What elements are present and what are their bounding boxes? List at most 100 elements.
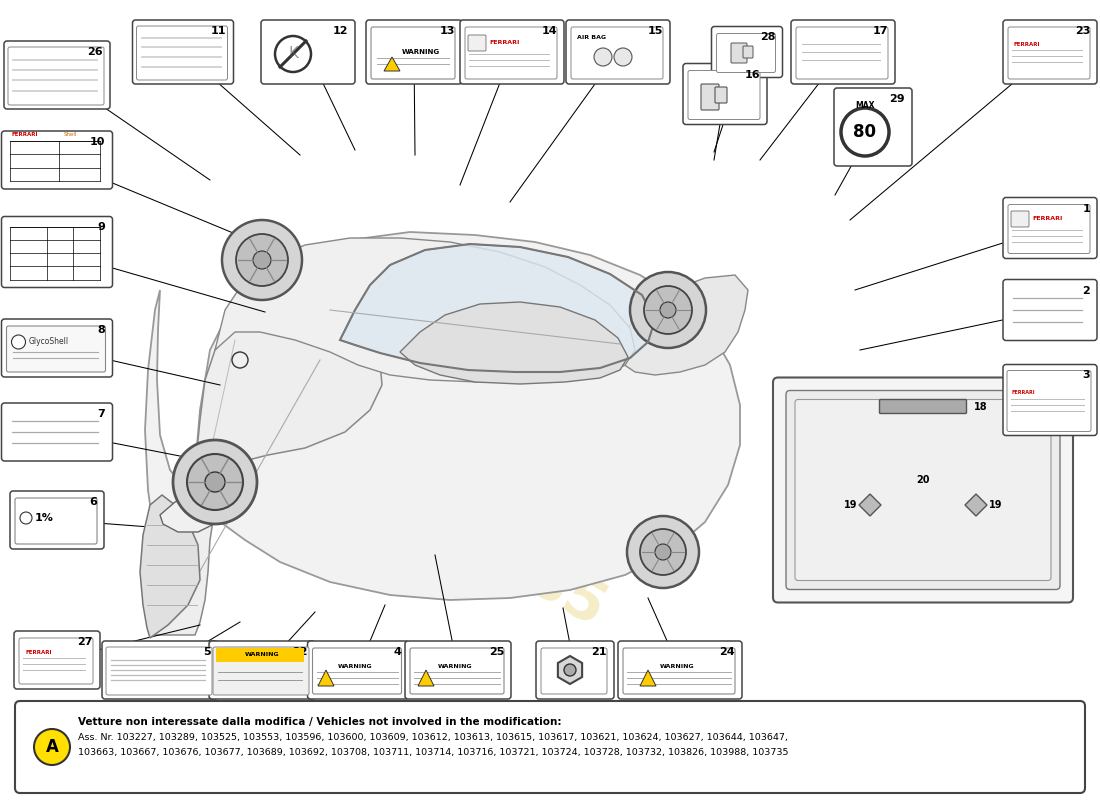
FancyBboxPatch shape [1003,365,1097,435]
Text: 26: 26 [87,47,103,57]
Text: 19: 19 [844,500,857,510]
FancyBboxPatch shape [15,498,97,544]
Text: AIR BAG: AIR BAG [578,35,606,40]
FancyBboxPatch shape [773,378,1072,602]
FancyBboxPatch shape [541,648,607,694]
Text: 4: 4 [394,647,402,657]
Text: WARNING: WARNING [338,663,373,669]
Text: 20: 20 [916,475,930,485]
Text: 1: 1 [1082,203,1090,214]
Text: 6: 6 [89,497,97,507]
Text: 22: 22 [293,647,308,657]
FancyBboxPatch shape [742,46,754,58]
Text: FERRARI: FERRARI [1032,217,1063,222]
FancyBboxPatch shape [465,27,557,79]
Circle shape [236,234,288,286]
FancyBboxPatch shape [791,20,895,84]
Text: Autorisation
de pieces
depuis 1985: Autorisation de pieces depuis 1985 [236,271,683,638]
FancyBboxPatch shape [623,648,735,694]
Polygon shape [160,495,218,532]
FancyBboxPatch shape [566,20,670,84]
FancyBboxPatch shape [312,648,402,694]
Circle shape [630,272,706,348]
FancyBboxPatch shape [216,648,304,662]
FancyBboxPatch shape [796,27,888,79]
Circle shape [205,472,225,492]
Text: MAX: MAX [856,101,875,110]
FancyBboxPatch shape [366,20,462,84]
FancyBboxPatch shape [261,20,355,84]
Text: GlycoShell: GlycoShell [29,338,68,346]
Circle shape [614,48,632,66]
Text: 7: 7 [98,409,106,419]
Circle shape [11,335,25,349]
Text: FERRARI: FERRARI [11,132,38,137]
FancyBboxPatch shape [683,63,767,125]
Circle shape [564,664,576,676]
Text: 103663, 103667, 103676, 103677, 103689, 103692, 103708, 103711, 103714, 103716, : 103663, 103667, 103676, 103677, 103689, … [78,748,789,757]
FancyBboxPatch shape [371,27,455,79]
Text: WARNING: WARNING [244,653,279,658]
FancyBboxPatch shape [1006,370,1091,431]
Polygon shape [384,57,400,71]
Text: 25: 25 [488,647,504,657]
FancyBboxPatch shape [795,399,1050,581]
Text: Ass. Nr. 103227, 103289, 103525, 103553, 103596, 103600, 103609, 103612, 103613,: Ass. Nr. 103227, 103289, 103525, 103553,… [78,733,788,742]
Circle shape [187,454,243,510]
Circle shape [640,529,686,575]
Text: 19: 19 [989,500,1002,510]
Polygon shape [155,312,382,635]
Text: FERRARI: FERRARI [1012,390,1035,394]
Circle shape [222,220,302,300]
FancyBboxPatch shape [136,26,228,80]
FancyBboxPatch shape [209,641,315,699]
Polygon shape [558,656,582,684]
Polygon shape [965,494,987,516]
Circle shape [232,352,248,368]
FancyBboxPatch shape [1008,205,1090,254]
Text: WARNING: WARNING [660,663,694,669]
FancyBboxPatch shape [716,34,776,73]
FancyBboxPatch shape [1,403,112,461]
Text: 16: 16 [745,70,760,79]
Text: 29: 29 [890,94,905,104]
Circle shape [660,302,676,318]
FancyBboxPatch shape [786,390,1060,590]
Polygon shape [640,670,656,686]
Text: K: K [288,46,298,62]
FancyBboxPatch shape [1011,211,1028,227]
FancyBboxPatch shape [712,26,782,78]
Text: 27: 27 [77,637,94,647]
Text: 12: 12 [332,26,348,36]
FancyBboxPatch shape [7,326,106,372]
Circle shape [627,516,698,588]
Circle shape [20,512,32,524]
Text: A: A [45,738,58,756]
Circle shape [654,544,671,560]
Polygon shape [618,275,748,375]
FancyBboxPatch shape [14,631,100,689]
Text: 24: 24 [719,647,735,657]
Polygon shape [140,495,200,638]
FancyBboxPatch shape [732,43,747,63]
Polygon shape [340,244,654,372]
Text: 2: 2 [1082,286,1090,295]
FancyBboxPatch shape [468,35,486,51]
FancyBboxPatch shape [405,641,512,699]
FancyBboxPatch shape [1003,198,1097,258]
Text: 80: 80 [854,123,877,141]
Text: WARNING: WARNING [438,663,473,669]
Text: 21: 21 [592,647,607,657]
Circle shape [253,251,271,269]
FancyBboxPatch shape [15,701,1085,793]
Polygon shape [859,494,881,516]
Text: 1%: 1% [35,513,54,523]
FancyBboxPatch shape [1008,27,1090,79]
Text: 15: 15 [648,26,663,36]
Polygon shape [318,670,334,686]
Text: 13: 13 [440,26,455,36]
Text: 3: 3 [1082,370,1090,381]
Polygon shape [145,232,740,635]
Text: 14: 14 [541,26,557,36]
FancyBboxPatch shape [1,217,112,287]
